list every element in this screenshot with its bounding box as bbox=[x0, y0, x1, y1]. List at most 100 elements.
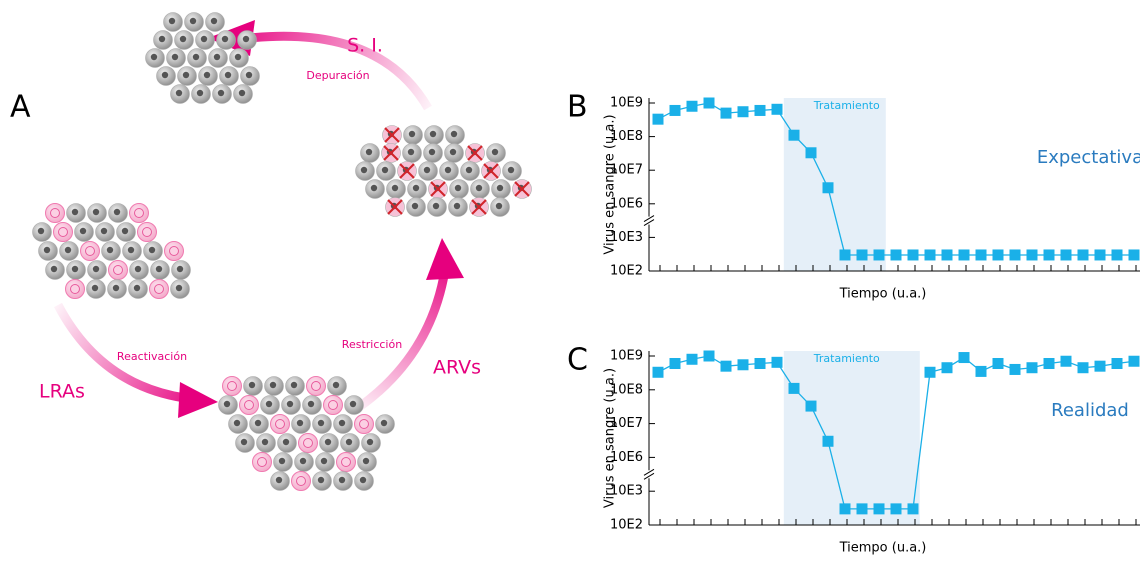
cell bbox=[196, 31, 215, 50]
cell bbox=[303, 396, 322, 415]
cell bbox=[165, 242, 184, 261]
panel-label: A bbox=[10, 90, 31, 125]
chart: Tratamiento10E210E310E610E710E810E9Virus… bbox=[567, 90, 1140, 302]
cell bbox=[328, 377, 347, 396]
cell bbox=[320, 434, 339, 453]
label: S. I. bbox=[347, 35, 383, 57]
point bbox=[1010, 364, 1021, 375]
point bbox=[687, 354, 698, 365]
point bbox=[959, 249, 970, 260]
cell bbox=[446, 126, 465, 145]
cell bbox=[167, 49, 186, 68]
cell-nucleus bbox=[225, 72, 231, 78]
shade bbox=[784, 98, 886, 271]
cell-nucleus bbox=[408, 149, 414, 155]
cell-nucleus bbox=[455, 185, 461, 191]
cell-nucleus bbox=[329, 401, 338, 410]
cell-nucleus bbox=[350, 401, 356, 407]
point bbox=[1112, 358, 1123, 369]
cell-nucleus bbox=[92, 285, 98, 291]
cell-nucleus bbox=[297, 477, 306, 486]
cell-nucleus bbox=[312, 382, 321, 391]
point bbox=[874, 249, 885, 260]
cell-nucleus bbox=[122, 228, 128, 234]
point bbox=[704, 351, 715, 362]
point bbox=[1010, 249, 1021, 260]
cell bbox=[419, 162, 438, 181]
cell-nucleus bbox=[346, 439, 352, 445]
cell bbox=[236, 434, 255, 453]
point bbox=[1061, 356, 1072, 367]
cell bbox=[188, 49, 207, 68]
cell-nucleus bbox=[451, 131, 457, 137]
cell bbox=[286, 377, 305, 396]
arrowhead bbox=[426, 238, 464, 280]
cell-nucleus bbox=[197, 90, 203, 96]
cell bbox=[223, 377, 242, 396]
diagram: A S. I. Depuración Restricción ARVs Reac… bbox=[10, 13, 532, 491]
label: Reactivación bbox=[117, 350, 187, 363]
cell-nucleus bbox=[243, 36, 249, 42]
y-tick-label: 10E2 bbox=[610, 264, 643, 279]
cell-nucleus bbox=[134, 285, 140, 291]
cell bbox=[366, 180, 385, 199]
cell bbox=[151, 261, 170, 280]
cell-nucleus bbox=[204, 72, 210, 78]
cell-nucleus bbox=[339, 477, 345, 483]
cell-nucleus bbox=[177, 266, 183, 272]
cell-nucleus bbox=[172, 54, 178, 60]
cell-nucleus bbox=[339, 420, 345, 426]
point bbox=[993, 249, 1004, 260]
cell-nucleus bbox=[371, 185, 377, 191]
cell bbox=[209, 49, 228, 68]
cell bbox=[146, 49, 165, 68]
point bbox=[789, 130, 800, 141]
cell-nucleus bbox=[170, 247, 179, 256]
cell bbox=[424, 144, 443, 163]
cell-nucleus bbox=[218, 90, 224, 96]
cell-nucleus bbox=[72, 266, 78, 272]
cell-nucleus bbox=[492, 149, 498, 155]
cell-nucleus bbox=[266, 401, 272, 407]
cell bbox=[449, 198, 468, 217]
point bbox=[942, 362, 953, 373]
cell-nucleus bbox=[222, 36, 228, 42]
cell bbox=[238, 31, 257, 50]
panel-label: C bbox=[567, 343, 588, 378]
cell bbox=[88, 204, 107, 223]
cell-nucleus bbox=[180, 36, 186, 42]
cell-nucleus bbox=[276, 477, 282, 483]
cell bbox=[356, 162, 375, 181]
cell bbox=[408, 180, 427, 199]
cell-nucleus bbox=[321, 458, 327, 464]
point bbox=[1044, 358, 1055, 369]
cell-nucleus bbox=[151, 54, 157, 60]
cell bbox=[407, 198, 426, 217]
cell bbox=[355, 415, 374, 434]
cell-nucleus bbox=[193, 54, 199, 60]
cell bbox=[171, 280, 190, 299]
cell bbox=[425, 126, 444, 145]
chart: Tratamiento10E210E310E610E710E810E9Virus… bbox=[567, 343, 1140, 556]
y-tick-label: 10E9 bbox=[610, 96, 643, 111]
cell bbox=[60, 242, 79, 261]
cell bbox=[466, 144, 485, 163]
cell-nucleus bbox=[201, 36, 207, 42]
cell bbox=[261, 396, 280, 415]
cell-nucleus bbox=[65, 247, 71, 253]
cell-nucleus bbox=[276, 420, 285, 429]
cell-nucleus bbox=[113, 285, 119, 291]
cell bbox=[299, 434, 318, 453]
cell bbox=[123, 242, 142, 261]
cell bbox=[67, 204, 86, 223]
annotation: Realidad bbox=[1051, 400, 1129, 421]
cell-nucleus bbox=[429, 149, 435, 155]
cell bbox=[109, 204, 128, 223]
point bbox=[653, 367, 664, 378]
cell bbox=[253, 453, 272, 472]
cell-nucleus bbox=[135, 266, 141, 272]
line bbox=[658, 103, 1134, 255]
cell-nucleus bbox=[246, 72, 252, 78]
point bbox=[891, 503, 902, 514]
point bbox=[1112, 249, 1123, 260]
